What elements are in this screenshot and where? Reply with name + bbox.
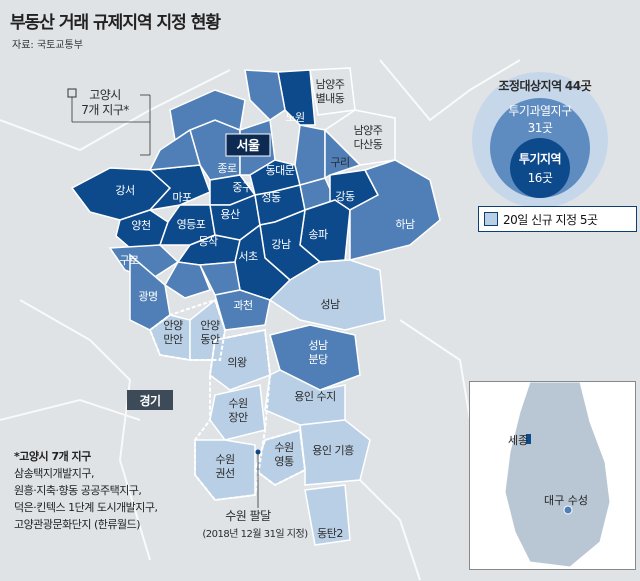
label-seongnam-bundang-2: 분당 xyxy=(308,353,328,366)
label-suwon-jangan-2: 장안 xyxy=(228,411,248,424)
label-hanam: 하남 xyxy=(395,217,415,231)
legend-label: 20일 신규 지정 5곳 xyxy=(503,212,598,227)
footnote-line: 원흥·지축·향동 공공주택지구, xyxy=(14,484,142,497)
label-suwon-yeongtong-2: 영통 xyxy=(274,455,294,468)
label-suwon-gwonseon-1: 수원 xyxy=(215,453,234,466)
region-seodaemun xyxy=(148,128,201,171)
footnote-line: 고양관광문화단지 (한류월드) xyxy=(14,518,141,531)
region-dobong xyxy=(244,69,286,121)
region-yongin-giheung xyxy=(299,419,371,486)
label-suwon-jangan-1: 수원 xyxy=(228,397,247,410)
label-anyang-dongan-2: 동안 xyxy=(200,333,220,346)
gyeonggi-label: 경기 xyxy=(139,393,160,408)
daegu-marker xyxy=(563,505,573,515)
label-yeongdeungpo: 영등포 xyxy=(177,218,206,231)
label-seongnam: 성남 xyxy=(320,298,340,311)
sejong-marker xyxy=(526,434,531,444)
region-guro xyxy=(108,244,180,281)
label-paldal-note: (2018년 12월 31일 지정) xyxy=(202,528,308,540)
label-seongnam-bundang-1: 성남 xyxy=(308,339,328,352)
label-gwangmyeong: 광명 xyxy=(138,290,157,303)
label-gangdong: 강동 xyxy=(335,190,355,203)
label-yongin-suji: 용인 수지 xyxy=(294,390,335,403)
paldal-pointer xyxy=(255,449,261,508)
label-namyangju-byeollae-2: 별내동 xyxy=(316,92,345,105)
region-yongin-suji xyxy=(264,369,346,426)
label-anyang-manan-1: 안양 xyxy=(163,319,183,332)
korea-peninsula-shape xyxy=(504,381,611,568)
label-uiwang: 의왕 xyxy=(227,356,247,369)
total-label: 조정대상지역 xyxy=(498,78,561,93)
total-value: 44곳 xyxy=(565,79,592,93)
gyeonggi-regions xyxy=(129,67,441,546)
label-suwon-paldal: 수원 팔달 xyxy=(225,509,271,523)
legend-new-regions: 20일 신규 지정 5곳 xyxy=(478,206,637,232)
circle-speculative xyxy=(510,138,570,198)
goyang-label-line1: 고양시 xyxy=(89,88,121,102)
region-suwon-jangan xyxy=(209,384,266,441)
label-songpa: 송파 xyxy=(308,228,328,241)
label-junggu: 중구 xyxy=(232,181,252,194)
label-mapo: 마포 xyxy=(172,191,192,204)
seoul-districts xyxy=(70,69,380,301)
seoul-label-box xyxy=(225,133,271,157)
label-gwacheon: 과천 xyxy=(233,298,252,312)
goyang-footnote: *고양시 7개 지구 삼송택지개발지구, 원흥·지축·향동 공공주택지구, 덕은… xyxy=(14,448,204,533)
label-suwon-yeongtong-1: 수원 xyxy=(274,441,293,454)
korea-inset-map: 세종 대구 수성 xyxy=(469,381,636,570)
legend-swatch xyxy=(484,212,498,226)
label-guri: 구리 xyxy=(330,156,349,169)
region-guri xyxy=(324,128,362,180)
speculative-value: 16곳 xyxy=(528,171,553,185)
label-guro: 구로 xyxy=(119,254,139,267)
label-gangseo: 강서 xyxy=(115,184,134,197)
label-namyangju-dasan-2: 다산동 xyxy=(354,138,383,151)
label-dongjak: 동작 xyxy=(198,235,218,248)
region-geumcheon xyxy=(164,261,211,299)
label-suwon-gwonseon-2: 권선 xyxy=(215,467,234,480)
label-yongin-giheung: 용인 기흥 xyxy=(312,443,354,457)
footnote-line: 덕은·킨텍스 1단계 도시개발지구, xyxy=(14,501,158,514)
sejong-label: 세종 xyxy=(508,434,528,447)
label-yangcheon: 양천 xyxy=(131,218,150,232)
korea-inset-svg: 세종 대구 수성 xyxy=(504,381,611,568)
footnote-line: 삼송택지개발지구, xyxy=(14,467,94,480)
region-dongtan2 xyxy=(304,484,351,546)
goyang-callout: 고양시 7개 지구* xyxy=(67,88,151,156)
road-lines xyxy=(0,59,521,581)
label-namyangju-byeollae-1: 남양주 xyxy=(316,78,345,91)
label-dongtan2: 동탄2 xyxy=(317,527,343,540)
speculative-label: 투기지역 xyxy=(519,151,561,166)
daegu-label: 대구 수성 xyxy=(544,494,588,507)
page-title: 부동산 거래 규제지역 지정 현황 xyxy=(10,13,221,33)
region-jungnang xyxy=(294,124,326,186)
label-dongdaemun: 동대문 xyxy=(266,164,295,177)
label-nowon: 노원 xyxy=(285,111,304,124)
overheated-label: 투기과열지구 xyxy=(508,104,572,118)
label-anyang-manan-2: 만안 xyxy=(163,333,183,346)
label-seocho: 서초 xyxy=(238,250,258,263)
label-yongsan: 용산 xyxy=(220,208,240,221)
region-seongnam xyxy=(268,259,386,331)
label-seongdong: 성동 xyxy=(261,191,281,204)
label-jongno: 종로 xyxy=(217,162,237,175)
new-region-outlines xyxy=(148,298,307,502)
goyang-label-line2: 7개 지구* xyxy=(81,103,129,117)
source-note: 자료: 국토교통부 xyxy=(12,40,83,51)
label-gangnam: 강남 xyxy=(271,238,291,251)
region-hanam xyxy=(349,159,441,261)
gyeonggi-label-box xyxy=(127,390,173,410)
label-anyang-dongan-1: 안양 xyxy=(200,319,220,332)
seoul-label: 서울 xyxy=(237,138,260,154)
region-labels: 남양주 별내동 노원 남양주 다산동 구리 종로 동대문 중구 성동 강동 강서… xyxy=(115,78,415,540)
overheated-value: 31곳 xyxy=(528,121,553,135)
summary-circles: 조정대상지역 44곳 투기과열지구 31곳 투기지역 16곳 xyxy=(472,72,608,208)
footnote-title: *고양시 7개 지구 xyxy=(14,450,91,463)
label-namyangju-dasan-1: 남양주 xyxy=(354,124,383,137)
